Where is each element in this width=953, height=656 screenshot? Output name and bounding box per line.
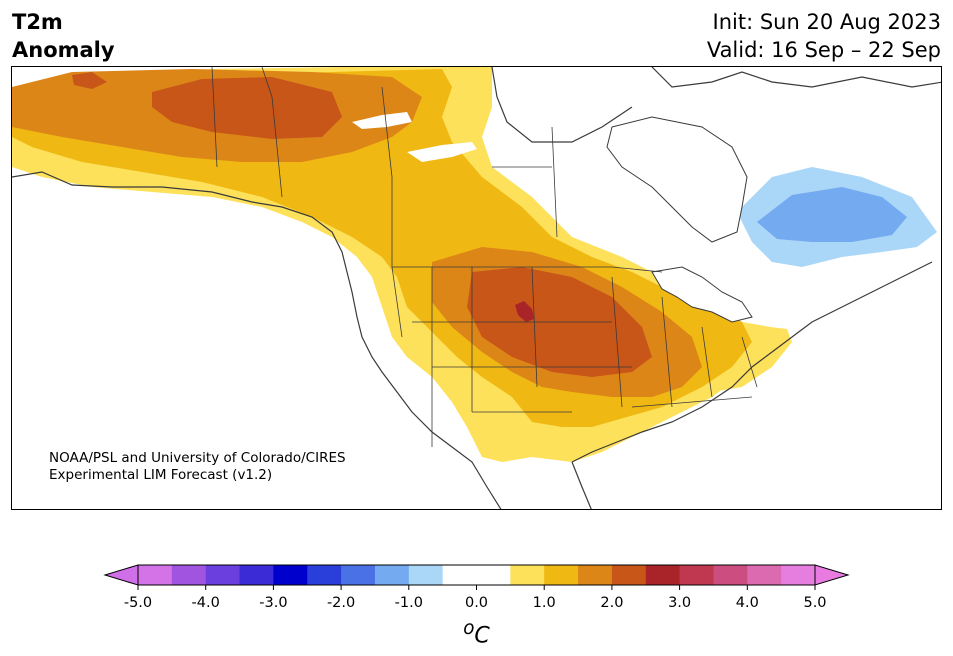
- colorbar-cell: [171, 565, 207, 585]
- colorbar-tick-label: -2.0: [327, 595, 355, 611]
- anomaly-band-4-small: [72, 72, 107, 89]
- lake-north-2: [407, 142, 477, 162]
- colorbar-cell: [205, 565, 241, 585]
- colorbar-cell: [781, 565, 816, 585]
- colorbar-cell: [476, 565, 511, 585]
- valid-date: Valid: 16 Sep – 22 Sep: [706, 38, 941, 62]
- anomaly-band-4-north: [152, 77, 342, 139]
- colorbar-cell: [578, 565, 613, 585]
- colorbar-over-arrow: [814, 564, 850, 586]
- colorbar-cell: [679, 565, 714, 585]
- colorbar-cell: [273, 565, 308, 585]
- colorbar-cell: [374, 565, 410, 585]
- init-date: Init: Sun 20 Aug 2023: [712, 10, 941, 34]
- colorbar-cell: [341, 565, 376, 585]
- colorbar-cell: [307, 565, 342, 585]
- colorbar-tick-label: 0.0: [465, 595, 488, 611]
- colorbar-cell: [510, 565, 545, 585]
- colorbar-cell: [442, 565, 477, 585]
- colorbar-cell: [138, 565, 173, 585]
- map-canvas: [12, 67, 941, 509]
- hudson-bay: [606, 116, 748, 243]
- boundaries: [211, 67, 758, 447]
- coastlines: [12, 67, 941, 509]
- colorbar-cell: [645, 565, 681, 585]
- anomaly-peak: [515, 301, 534, 322]
- colorbar: -5.0 -4.0 -3.0 -2.0 -1.0 0.0 1.0 2.0 3.0 4.0 5.0: [103, 564, 850, 611]
- colorbar-unit: oC: [0, 618, 953, 648]
- great-lakes: [651, 266, 753, 323]
- colorbar-cell: [239, 565, 274, 585]
- colorbar-tick-label: 5.0: [803, 595, 826, 611]
- colorbar-under-arrow: [103, 564, 139, 586]
- forecast-dates: Init: Sun 20 Aug 2023 Valid: 16 Sep – 22…: [707, 8, 941, 64]
- unit-degree: o: [463, 618, 475, 639]
- title-line-2: Anomaly: [12, 38, 115, 62]
- credit-line-2: Experimental LIM Forecast (v1.2): [49, 467, 273, 483]
- colorbar-cell: [408, 565, 444, 585]
- colorbar-cell: [747, 565, 782, 585]
- lake-north-1: [352, 112, 412, 129]
- colorbar-tick-label: 3.0: [668, 595, 691, 611]
- colorbar-tick-label: -1.0: [395, 595, 423, 611]
- unit-letter: C: [474, 623, 490, 649]
- colorbar-cell: [611, 565, 647, 585]
- colorbar-tick-label: 2.0: [600, 595, 623, 611]
- colorbar-tick-label: 1.0: [533, 595, 556, 611]
- colorbar-tick-label: -5.0: [124, 595, 152, 611]
- colorbar-ticks: -5.0 -4.0 -3.0 -2.0 -1.0 0.0 1.0 2.0 3.0 4.0 5.0: [124, 585, 827, 611]
- credit-line-1: NOAA/PSL and University of Colorado/CIRE…: [49, 450, 346, 466]
- anomaly-map: [11, 66, 942, 510]
- colorbar-cell: [544, 565, 579, 585]
- colorbar-tick-label: -4.0: [192, 595, 220, 611]
- colorbar-tick-label: 4.0: [736, 595, 759, 611]
- cold-band-2: [757, 187, 907, 242]
- title-line-1: T2m: [12, 10, 63, 34]
- colorbar-tick-label: -3.0: [259, 595, 287, 611]
- credit-text: NOAA/PSL and University of Colorado/CIRE…: [49, 450, 346, 484]
- colorbar-cells: [138, 565, 816, 585]
- colorbar-cell: [713, 565, 748, 585]
- map-title: T2m Anomaly: [12, 8, 115, 64]
